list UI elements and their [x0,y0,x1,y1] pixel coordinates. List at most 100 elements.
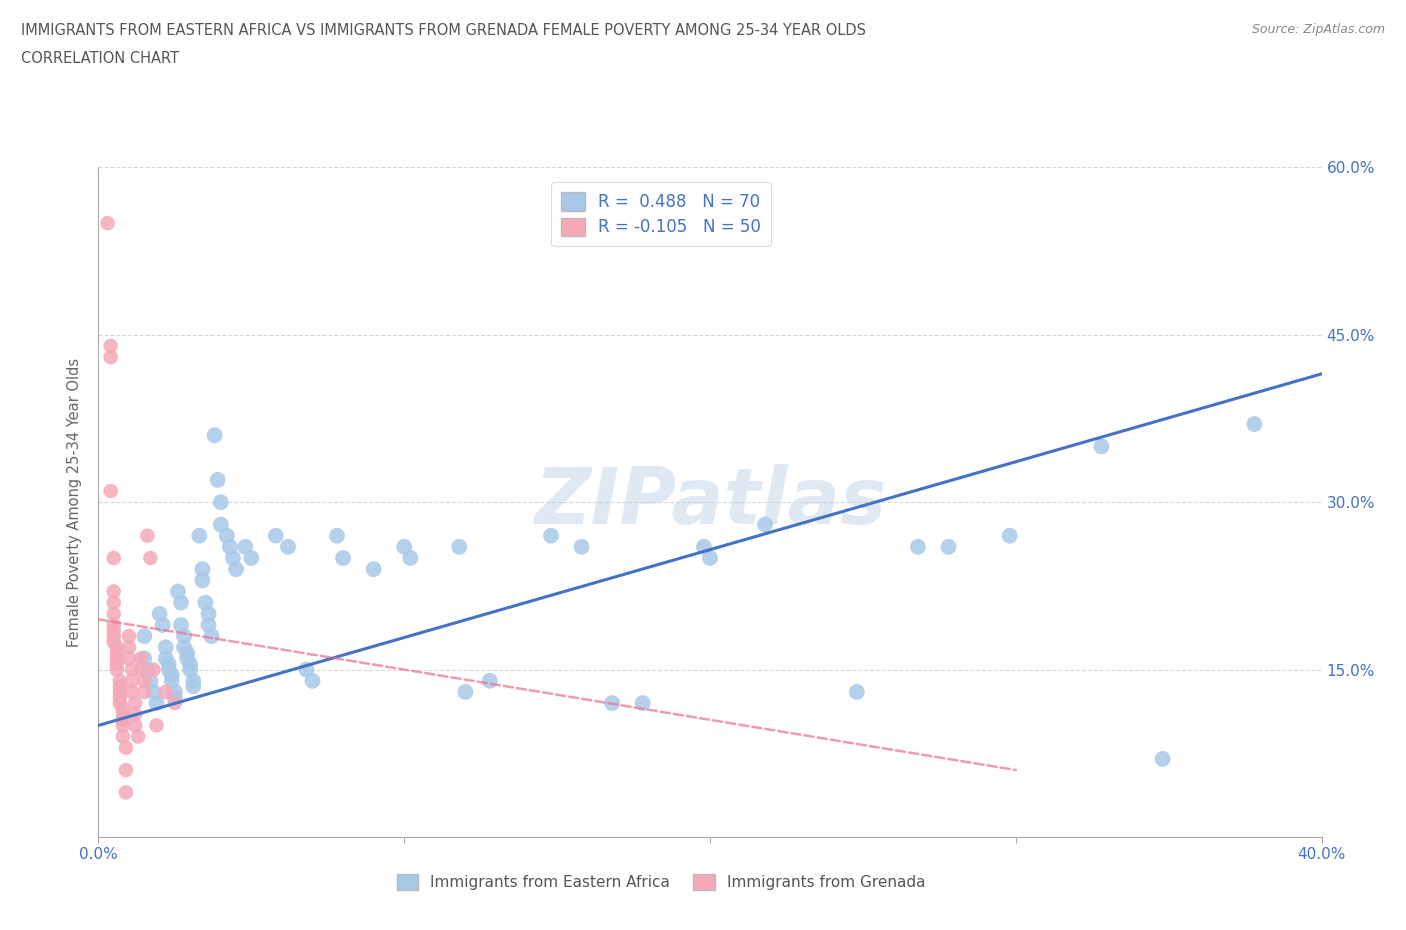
Point [105,662,128,677]
Point [105,657,128,671]
Point [1090,439,1112,454]
Point [129,662,152,677]
Point [152,618,174,632]
Point [136,662,159,677]
Point [134,684,156,699]
Point [155,651,177,666]
Point [197,618,219,632]
Point [277,539,299,554]
Point [600,696,623,711]
Point [332,551,354,565]
Point [699,551,721,565]
Point [845,684,868,699]
Point [181,679,204,694]
Legend: Immigrants from Eastern Africa, Immigrants from Grenada: Immigrants from Eastern Africa, Immigran… [391,868,931,897]
Point [233,539,256,554]
Point [170,618,193,632]
Point [103,623,125,638]
Point [142,684,165,699]
Point [100,350,122,365]
Point [97,216,120,231]
Point [998,528,1021,543]
Point [938,539,960,554]
Point [693,539,716,554]
Point [191,562,214,577]
Point [103,551,125,565]
Point [478,673,501,688]
Point [100,484,122,498]
Point [163,690,186,705]
Point [115,763,138,777]
Point [209,517,232,532]
Point [181,673,204,688]
Point [209,495,232,510]
Point [155,684,177,699]
Point [103,629,125,644]
Point [240,551,263,565]
Point [215,528,238,543]
Point [134,651,156,666]
Point [449,539,471,554]
Point [207,472,229,487]
Point [118,629,141,644]
Point [160,673,183,688]
Point [124,707,146,722]
Point [118,640,141,655]
Point [200,629,222,644]
Point [540,528,562,543]
Point [115,785,138,800]
Point [295,662,318,677]
Point [571,539,593,554]
Point [111,701,134,716]
Point [363,562,385,577]
Point [157,657,180,671]
Point [108,679,131,694]
Point [907,539,929,554]
Point [222,551,245,565]
Point [170,595,193,610]
Point [163,696,186,711]
Point [134,629,156,644]
Point [194,595,217,610]
Point [100,339,122,353]
Point [105,645,128,660]
Point [392,539,416,554]
Point [188,528,211,543]
Point [301,673,323,688]
Point [111,712,134,727]
Point [754,517,776,532]
Point [326,528,349,543]
Point [118,651,141,666]
Point [103,618,125,632]
Point [145,696,167,711]
Point [176,645,198,660]
Point [167,584,190,599]
Point [136,528,159,543]
Point [454,684,477,699]
Point [127,729,149,744]
Point [145,718,167,733]
Y-axis label: Female Poverty Among 25-34 Year Olds: Female Poverty Among 25-34 Year Olds [67,358,83,646]
Point [1243,417,1265,432]
Point [108,673,131,688]
Point [631,696,654,711]
Point [103,595,125,610]
Point [225,562,247,577]
Point [105,651,128,666]
Point [103,606,125,621]
Point [111,707,134,722]
Point [191,573,214,588]
Point [111,718,134,733]
Text: CORRELATION CHART: CORRELATION CHART [21,51,179,66]
Point [163,684,186,699]
Point [139,673,162,688]
Point [179,662,201,677]
Point [124,718,146,733]
Point [121,662,143,677]
Point [124,696,146,711]
Point [142,662,165,677]
Text: Source: ZipAtlas.com: Source: ZipAtlas.com [1251,23,1385,36]
Point [105,640,128,655]
Point [134,673,156,688]
Point [176,651,198,666]
